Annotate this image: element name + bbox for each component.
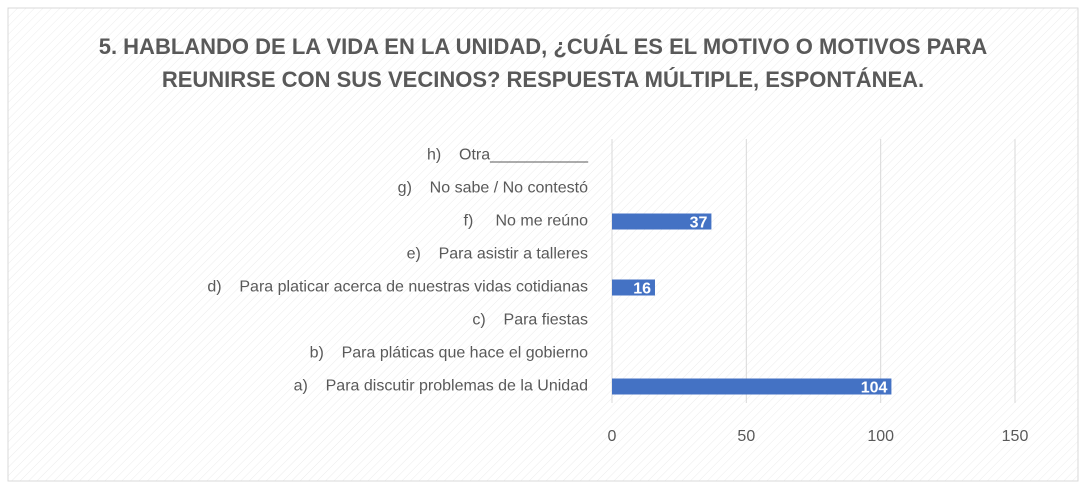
x-tick-label: 100 <box>867 428 894 445</box>
y-tick-label: g) No sabe / No contestó <box>398 180 588 197</box>
y-tick-label: d) Para platicar acerca de nuestras vida… <box>207 279 588 296</box>
bar <box>612 378 892 395</box>
y-tick-label: c) Para fiestas <box>472 312 588 329</box>
x-tick-label: 50 <box>737 428 755 445</box>
y-tick-label: h) Otra___________ <box>427 147 589 164</box>
x-tick-label: 0 <box>608 428 617 445</box>
bar <box>612 279 655 296</box>
y-tick-label: e) Para asistir a talleres <box>407 246 588 263</box>
data-label: 37 <box>690 215 708 232</box>
data-label: 104 <box>861 380 888 397</box>
x-tick-label: 150 <box>1002 428 1029 445</box>
chart-title: 5. HABLANDO DE LA VIDA EN LA UNIDAD, ¿CU… <box>98 34 988 92</box>
data-label: 16 <box>633 281 651 298</box>
background <box>7 7 1079 482</box>
y-tick-label: a) Para discutir problemas de la Unidad <box>294 378 588 395</box>
bar <box>612 213 712 230</box>
y-tick-label: f) No me reúno <box>464 213 589 230</box>
y-tick-label: b) Para pláticas que hace el gobierno <box>310 345 589 362</box>
